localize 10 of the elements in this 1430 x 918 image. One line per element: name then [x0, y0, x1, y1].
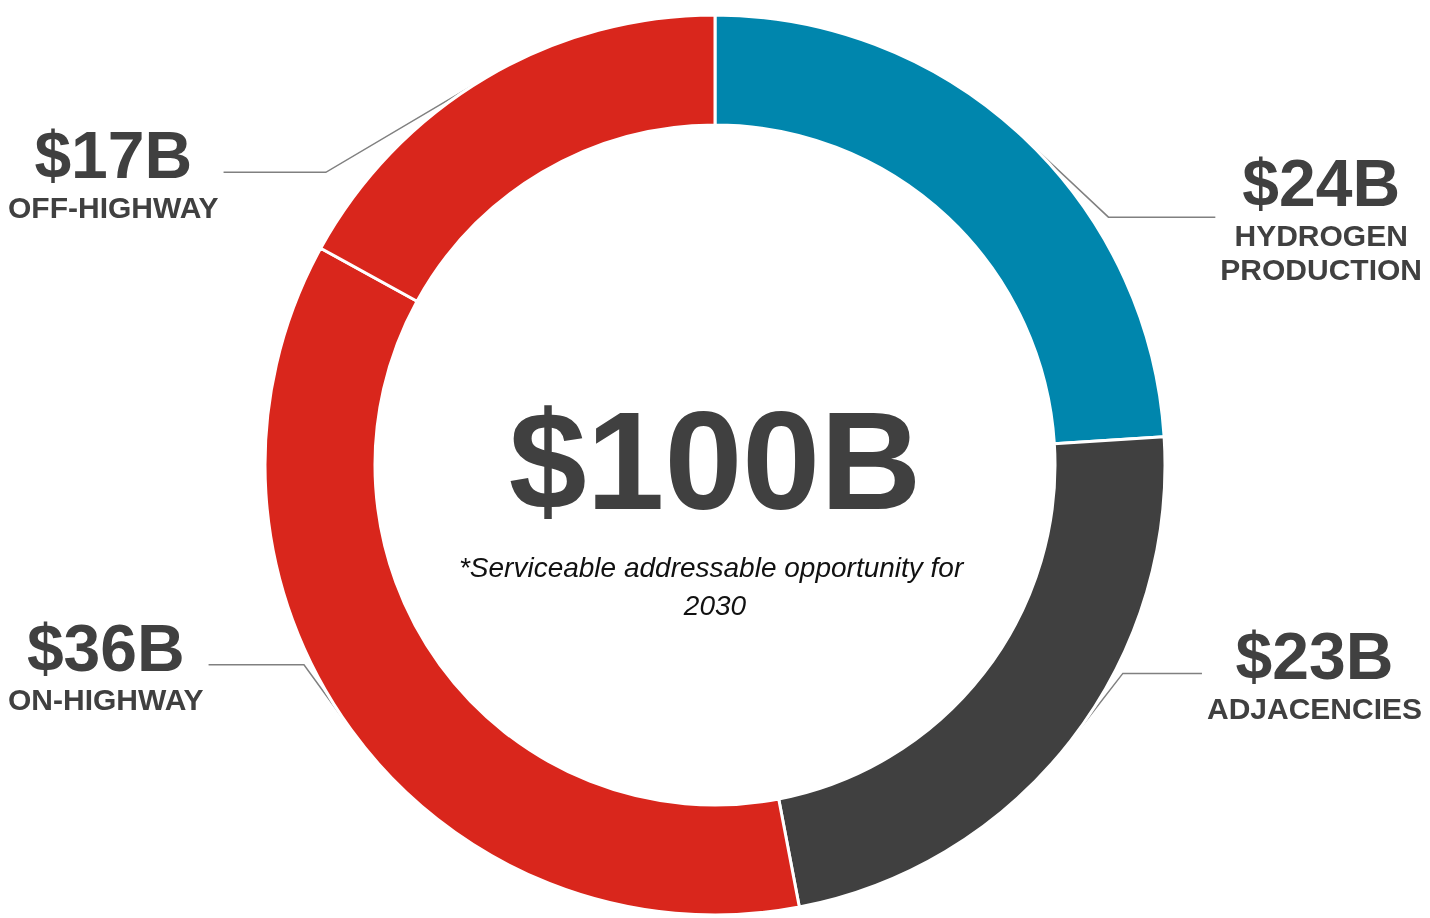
data-label: $23B	[1235, 619, 1394, 694]
slice-label: HYDROGEN PRODUCTION	[1220, 218, 1422, 286]
slice-label: ON-HIGHWAY	[8, 683, 204, 717]
text: *Serviceable addressable opportunity for 2030	[458, 551, 972, 621]
slice-label: OFF-HIGHWAY	[8, 190, 219, 224]
slice-label: ADJACENCIES	[1206, 691, 1422, 725]
data-label: $36B	[26, 610, 185, 685]
data-label: $17B	[34, 118, 193, 193]
text: $100B	[508, 381, 922, 539]
data-label: $24B	[1242, 146, 1401, 221]
